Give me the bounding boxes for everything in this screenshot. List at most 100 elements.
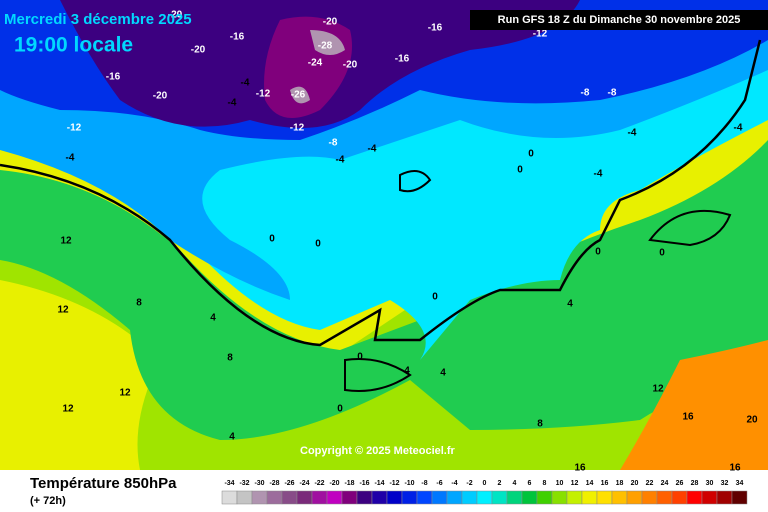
contour-label: 0 [432, 292, 438, 303]
scale-label: 8 [543, 480, 547, 487]
contour-label: 12 [119, 388, 131, 399]
contour-label: 20 [746, 415, 758, 426]
contour-label: 16 [682, 412, 694, 423]
contour-label: -20 [343, 60, 358, 71]
contour-label: 4 [567, 299, 573, 310]
contour-label: 16 [729, 463, 741, 474]
map: -20 -20 -16 -20 -28 -20 -24 -16 -16 -12 -16 -20 -4 -1… [0, 0, 768, 474]
contour-label: 4 [404, 366, 410, 377]
contour-label: -16 [106, 72, 121, 83]
contour-label: 16 [574, 463, 586, 474]
run-info: Run GFS 18 Z du Dimanche 30 novembre 202… [498, 14, 741, 26]
contour-label: 4 [210, 313, 216, 324]
scale-label: 14 [586, 480, 594, 487]
scale-label: 34 [736, 480, 744, 487]
scale-label: -20 [329, 480, 339, 487]
scale-label: -28 [269, 480, 279, 487]
scale-label: -8 [421, 480, 427, 487]
contour-label: -16 [395, 54, 410, 65]
contour-label: -4 [628, 128, 637, 139]
zone-coldest [290, 30, 345, 104]
scale-label: -34 [224, 480, 234, 487]
scale-swatch [551, 490, 568, 505]
contour-label: -4 [228, 98, 237, 109]
footer-lead: (+ 72h) [30, 495, 66, 507]
scale-swatch [446, 490, 463, 505]
scale-swatch [476, 490, 493, 505]
scale-swatch [626, 490, 643, 505]
scale-swatch [266, 490, 283, 505]
scale-swatch [221, 490, 238, 505]
scale-swatch [236, 490, 253, 505]
scale-label: 0 [483, 480, 487, 487]
map-labels: -20 -20 -16 -20 -28 -20 -24 -16 -16 -12 -16 -20 -4 -1… [57, 10, 758, 474]
scale-swatch [356, 490, 373, 505]
scale-label: -12 [389, 480, 399, 487]
contour-label: -12 [256, 89, 271, 100]
contour-label: 0 [269, 234, 275, 245]
scale-label: 2 [498, 480, 502, 487]
contour-label: 8 [136, 298, 142, 309]
contour-label: 0 [517, 165, 523, 176]
contour-label: -12 [67, 123, 82, 134]
scale-label: -24 [299, 480, 309, 487]
scale-swatch [386, 490, 403, 505]
scale-swatch [311, 490, 328, 505]
scale-label: -18 [344, 480, 354, 487]
contour-label: -8 [608, 88, 617, 99]
contour-label: 0 [528, 149, 534, 160]
contour-label: -4 [66, 153, 75, 164]
scale-label: -4 [451, 480, 457, 487]
contour-label: 8 [537, 419, 543, 430]
contour-label: -4 [336, 155, 345, 166]
contour-label: 4 [440, 368, 446, 379]
contour-label: 0 [315, 239, 321, 250]
scale-label: -32 [239, 480, 249, 487]
contour-label: 12 [57, 305, 69, 316]
scale-label: -26 [284, 480, 294, 487]
scale-label: 30 [706, 480, 714, 487]
scale-label: -22 [314, 480, 324, 487]
scale-swatch [371, 490, 388, 505]
scale-label: -2 [466, 480, 472, 487]
scale-label: 20 [631, 480, 639, 487]
scale-swatch [326, 490, 343, 505]
scale-swatch [431, 490, 448, 505]
scale-swatch [701, 490, 718, 505]
scale-label: 24 [661, 480, 669, 487]
zone-mild [0, 140, 768, 440]
contour-label: -20 [323, 17, 338, 28]
contour-label: -20 [191, 45, 206, 56]
contour-label: -16 [428, 23, 443, 34]
footer-title: Température 850hPa [30, 475, 177, 492]
zone-hot [620, 340, 768, 470]
scale-swatch [731, 490, 748, 505]
isotherm-loop [344, 170, 732, 392]
contour-label: 12 [60, 236, 72, 247]
scale-label: 18 [616, 480, 624, 487]
contour-label: -4 [368, 144, 377, 155]
scale-swatch [581, 490, 598, 505]
scale-swatch [281, 490, 298, 505]
contour-label: -4 [241, 78, 250, 89]
scale-swatch [251, 490, 268, 505]
scale-swatch [656, 490, 673, 505]
contour-label: -20 [168, 10, 183, 21]
scale-label: 12 [571, 480, 579, 487]
contour-label: -12 [290, 123, 305, 134]
copyright: Copyright © 2025 Meteociel.fr [300, 445, 456, 457]
scale-label: 22 [646, 480, 654, 487]
contour-label: -8 [329, 138, 338, 149]
scale-swatch [641, 490, 658, 505]
scale-label: -6 [436, 480, 442, 487]
scale-label: -14 [374, 480, 384, 487]
scale-label: 10 [556, 480, 564, 487]
scale-label: 32 [721, 480, 729, 487]
scale-swatch [671, 490, 688, 505]
contour-label: -8 [581, 88, 590, 99]
scale-swatch [716, 490, 733, 505]
date: Mercredi 3 décembre 2025 [4, 11, 192, 28]
scale-swatch [341, 490, 358, 505]
run-box [470, 10, 768, 30]
